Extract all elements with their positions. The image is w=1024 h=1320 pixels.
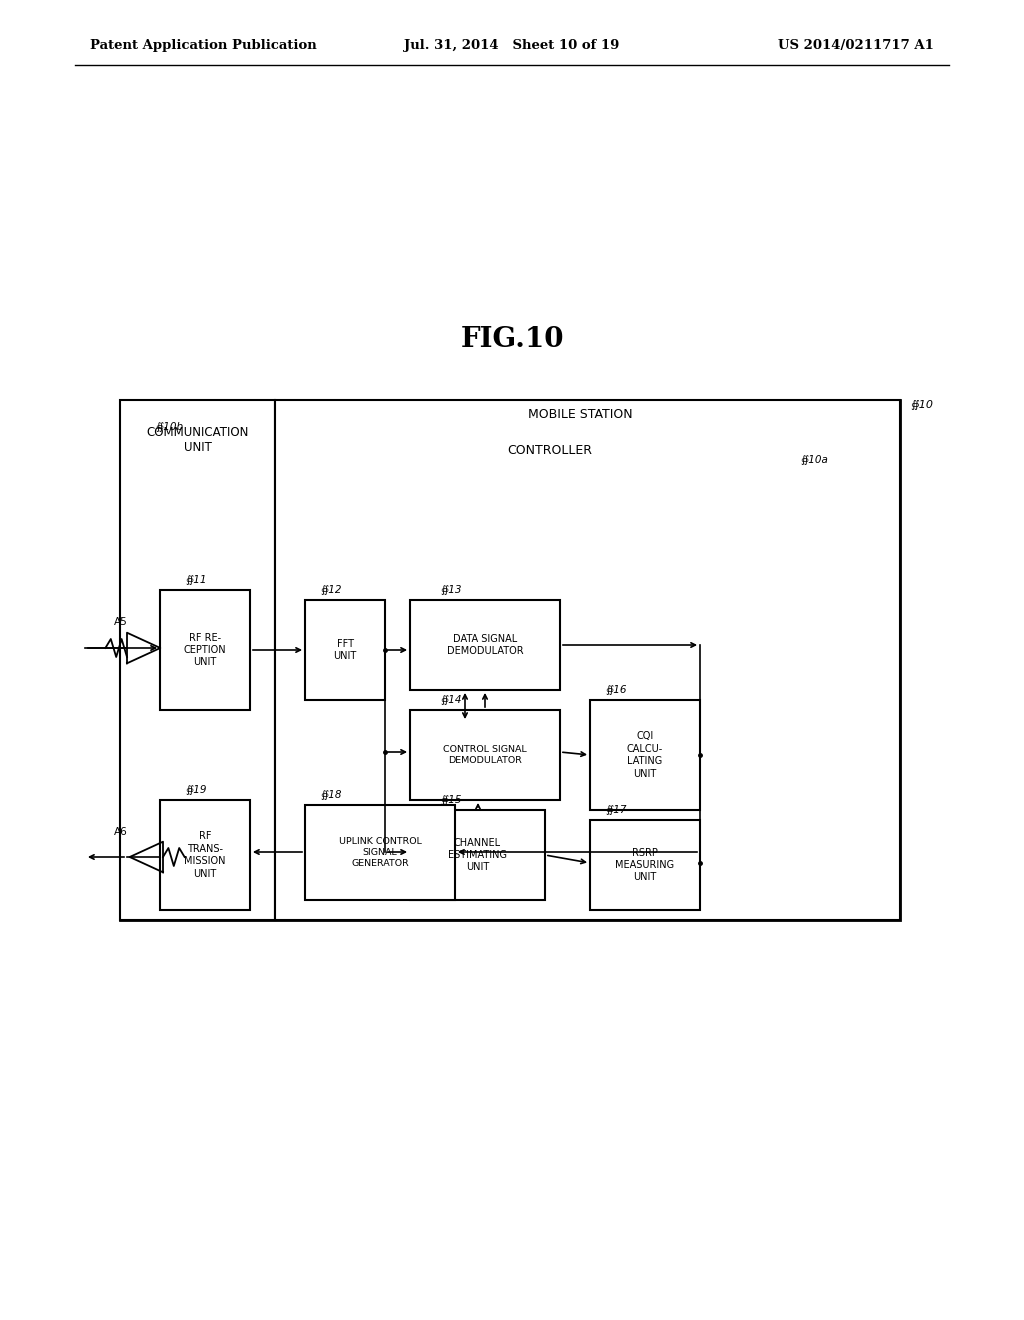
Bar bbox=[590, 700, 700, 810]
Bar bbox=[160, 800, 250, 909]
Text: ∯19: ∯19 bbox=[185, 785, 207, 795]
Bar bbox=[305, 601, 385, 700]
Text: Jul. 31, 2014   Sheet 10 of 19: Jul. 31, 2014 Sheet 10 of 19 bbox=[404, 38, 620, 51]
Text: CONTROLLER: CONTROLLER bbox=[508, 444, 593, 457]
Bar bbox=[120, 400, 900, 920]
Text: ∯14: ∯14 bbox=[440, 696, 462, 705]
Text: ∯15: ∯15 bbox=[440, 795, 462, 805]
Text: DATA SIGNAL
DEMODULATOR: DATA SIGNAL DEMODULATOR bbox=[446, 634, 523, 656]
Text: ∯10a: ∯10a bbox=[800, 455, 827, 465]
Text: US 2014/0211717 A1: US 2014/0211717 A1 bbox=[778, 38, 934, 51]
Text: ∯16: ∯16 bbox=[605, 685, 627, 696]
Text: RF
TRANS-
MISSION
UNIT: RF TRANS- MISSION UNIT bbox=[184, 832, 225, 879]
Text: RSRP
MEASURING
UNIT: RSRP MEASURING UNIT bbox=[615, 847, 675, 882]
Text: ∯18: ∯18 bbox=[319, 789, 341, 800]
Text: CHANNEL
ESTIMATING
UNIT: CHANNEL ESTIMATING UNIT bbox=[447, 838, 507, 873]
Text: A5: A5 bbox=[115, 616, 128, 627]
Text: ∯17: ∯17 bbox=[605, 805, 627, 814]
Text: A6: A6 bbox=[115, 828, 128, 837]
Text: ∯11: ∯11 bbox=[185, 576, 207, 585]
Text: COMMUNICATION
UNIT: COMMUNICATION UNIT bbox=[146, 426, 249, 454]
Bar bbox=[590, 820, 700, 909]
Bar bbox=[410, 710, 560, 800]
Text: ∯12: ∯12 bbox=[319, 585, 341, 595]
Text: ∯10b: ∯10b bbox=[155, 422, 183, 432]
Text: FIG.10: FIG.10 bbox=[460, 326, 564, 354]
Text: ∯10: ∯10 bbox=[910, 400, 933, 411]
Text: MOBILE STATION: MOBILE STATION bbox=[527, 408, 632, 421]
Bar bbox=[410, 810, 545, 900]
Text: RF RE-
CEPTION
UNIT: RF RE- CEPTION UNIT bbox=[183, 632, 226, 668]
Bar bbox=[410, 601, 560, 690]
Text: FFT
UNIT: FFT UNIT bbox=[334, 639, 356, 661]
Bar bbox=[120, 400, 275, 920]
Bar bbox=[305, 805, 455, 900]
Text: CQI
CALCU-
LATING
UNIT: CQI CALCU- LATING UNIT bbox=[627, 731, 664, 779]
Text: Patent Application Publication: Patent Application Publication bbox=[90, 38, 316, 51]
Bar bbox=[275, 400, 900, 920]
Text: ∯13: ∯13 bbox=[440, 585, 462, 595]
Bar bbox=[160, 590, 250, 710]
Text: CONTROL SIGNAL
DEMODULATOR: CONTROL SIGNAL DEMODULATOR bbox=[443, 744, 527, 766]
Text: UPLINK CONTROL
SIGNAL
GENERATOR: UPLINK CONTROL SIGNAL GENERATOR bbox=[339, 837, 422, 869]
